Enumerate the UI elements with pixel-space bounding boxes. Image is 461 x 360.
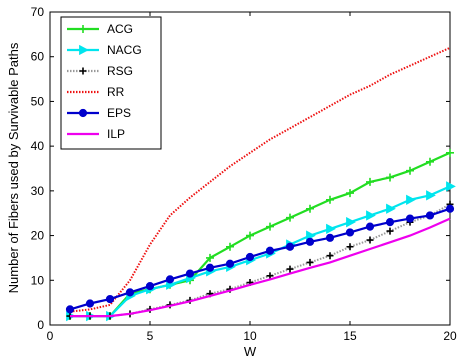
series-ilp: [70, 217, 451, 318]
legend-item: RR: [67, 85, 125, 99]
y-tick-label: 0: [37, 318, 44, 332]
series-eps: [65, 204, 455, 314]
plus-marker: [286, 265, 294, 273]
series-line: [70, 217, 451, 318]
y-tick-label: 70: [31, 5, 45, 19]
plus-marker: [326, 195, 334, 204]
plus-marker: [426, 157, 434, 166]
triangle-marker: [406, 194, 416, 205]
legend-item: ACG: [67, 22, 133, 36]
legend-label: NACG: [107, 43, 142, 57]
plus-marker: [366, 236, 374, 244]
circle-marker: [345, 228, 355, 237]
plus-marker: [406, 166, 414, 175]
y-tick-label: 10: [31, 273, 45, 287]
circle-marker: [445, 204, 455, 213]
circle-marker: [165, 275, 175, 284]
triangle-marker: [79, 44, 89, 56]
legend-label: RR: [107, 85, 125, 99]
y-tick-label: 50: [31, 94, 45, 108]
legend-label: RSG: [107, 64, 133, 78]
legend: ACG NACG RSG RR EPS ILP: [60, 16, 162, 150]
plus-marker: [226, 242, 234, 251]
series-lines: [65, 46, 456, 322]
triangle-marker: [426, 190, 436, 201]
circle-marker: [105, 294, 115, 304]
circle-marker: [385, 218, 395, 227]
legend-label: ILP: [107, 127, 125, 141]
legend-item: NACG: [67, 43, 142, 57]
y-tick-label: 60: [31, 50, 45, 64]
legend-item: EPS: [67, 106, 131, 120]
plus-marker: [346, 243, 354, 251]
circle-marker: [225, 259, 235, 268]
circle-marker: [205, 263, 215, 272]
plus-marker: [306, 204, 314, 213]
y-axis-label: Number of Fibers used by Survivable Path…: [6, 42, 21, 293]
plus-marker: [206, 253, 214, 262]
legend-item: ILP: [67, 127, 125, 141]
x-tick-label: 10: [243, 329, 257, 343]
circle-marker: [85, 299, 95, 308]
plus-marker: [79, 25, 87, 33]
x-tick-label: 20: [443, 329, 457, 343]
legend-label: ACG: [107, 22, 133, 36]
series-rr: [69, 46, 451, 313]
triangle-marker: [446, 181, 456, 192]
plus-marker: [306, 258, 314, 266]
x-tick-label: 15: [343, 329, 357, 343]
plus-marker: [386, 173, 394, 182]
legend-box: [60, 16, 162, 150]
plus-marker: [79, 67, 87, 75]
triangle-marker: [346, 216, 356, 228]
plus-marker: [366, 177, 374, 186]
legend-item: RSG: [67, 64, 133, 78]
circle-marker: [405, 214, 415, 223]
plus-marker: [386, 227, 394, 235]
circle-marker: [325, 233, 335, 242]
circle-marker: [365, 222, 375, 231]
circle-marker: [285, 242, 295, 251]
x-tick-label: 0: [47, 329, 54, 343]
circle-marker: [305, 237, 315, 246]
circle-marker: [125, 288, 135, 297]
plus-marker: [286, 213, 294, 222]
x-tick-label: 5: [147, 329, 154, 343]
triangle-marker: [366, 210, 376, 221]
circle-marker: [78, 108, 88, 118]
series-line: [69, 46, 451, 313]
circle-marker: [265, 246, 275, 255]
circle-marker: [145, 281, 155, 291]
plus-marker: [446, 148, 454, 157]
x-axis-label: W: [244, 344, 257, 359]
y-tick-label: 30: [31, 184, 45, 198]
plus-marker: [266, 272, 274, 280]
plus-marker: [326, 252, 334, 260]
circle-marker: [185, 269, 195, 278]
circle-marker: [245, 252, 255, 262]
plus-marker: [246, 231, 254, 240]
y-tick-label: 20: [31, 229, 45, 243]
plus-marker: [346, 189, 354, 198]
circle-marker: [65, 305, 75, 314]
legend-label: EPS: [107, 106, 131, 120]
plus-marker: [266, 222, 274, 231]
circle-marker: [425, 211, 435, 220]
y-tick-label: 40: [31, 139, 45, 153]
ticks: 0 5 10 15 20 0 10 20 30 40 50 60 70: [31, 5, 457, 343]
triangle-marker: [386, 203, 396, 214]
triangle-marker: [326, 223, 336, 235]
